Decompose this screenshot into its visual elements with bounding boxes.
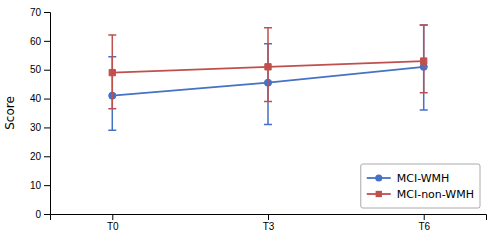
y-tick-label: 70 [30, 7, 42, 18]
y-axis-title: Score [3, 96, 17, 130]
x-tick-label: T6 [418, 221, 430, 232]
x-axis: T0 T3 T6 [51, 214, 487, 232]
marks [108, 25, 427, 130]
error-bar [420, 25, 428, 93]
y-axis-line [44, 13, 51, 215]
legend-marker [376, 191, 382, 197]
y-tick-mark [44, 12, 50, 13]
legend-box [361, 164, 480, 208]
y-tick-label: 10 [30, 180, 42, 191]
x-tick: T0 [107, 214, 119, 232]
y-tick: 40 [30, 93, 50, 104]
plot: 0 10 20 30 40 50 60 70 T0 T3 T6 Score MCI-WMH MCI-non… [3, 7, 487, 232]
legend-label: MCI-WMH [397, 172, 450, 185]
y-tick-mark [44, 185, 50, 186]
x-tick: T3 [263, 214, 275, 232]
x-tick-mark [268, 214, 269, 220]
x-tick-mark [112, 214, 113, 220]
legend-item: MCI-non-WMH [367, 188, 474, 201]
error-bar [264, 28, 272, 102]
y-tick-mark [44, 99, 50, 100]
legend-label: MCI-non-WMH [397, 188, 474, 201]
y-axis: 0 10 20 30 40 50 60 70 [30, 7, 51, 220]
y-tick: 30 [30, 122, 50, 133]
y-tick: 10 [30, 180, 50, 191]
y-tick: 50 [30, 64, 50, 75]
series [108, 25, 427, 130]
point [421, 58, 427, 64]
x-tick-label: T3 [263, 221, 275, 232]
y-tick-mark [44, 70, 50, 71]
y-tick-label: 40 [30, 93, 42, 104]
chart: 0 10 20 30 40 50 60 70 T0 T3 T6 Score MCI-WMH MCI-non… [0, 0, 500, 242]
y-tick-label: 0 [35, 209, 41, 220]
y-tick: 20 [30, 151, 50, 162]
y-tick: 70 [30, 7, 50, 18]
y-tick: 60 [30, 36, 50, 47]
series [108, 25, 427, 109]
error-bar [108, 35, 116, 109]
x-tick-mark [424, 214, 425, 220]
x-axis-line [51, 215, 487, 221]
y-tick-mark [44, 41, 50, 42]
x-tick-label: T0 [107, 221, 119, 232]
y-tick-mark [44, 156, 50, 157]
legend: MCI-WMH MCI-non-WMH [361, 164, 480, 208]
point [109, 69, 115, 75]
y-tick-mark [44, 127, 50, 128]
y-tick-label: 50 [30, 64, 42, 75]
legend-marker [375, 174, 382, 181]
y-tick-mark [44, 214, 50, 215]
y-tick-label: 30 [30, 122, 42, 133]
y-tick-label: 20 [30, 151, 42, 162]
error-bar [420, 25, 428, 110]
y-tick: 0 [35, 209, 50, 220]
y-tick-label: 60 [30, 36, 42, 47]
point [265, 64, 271, 70]
x-tick: T6 [418, 214, 430, 232]
legend-item: MCI-WMH [367, 172, 450, 185]
